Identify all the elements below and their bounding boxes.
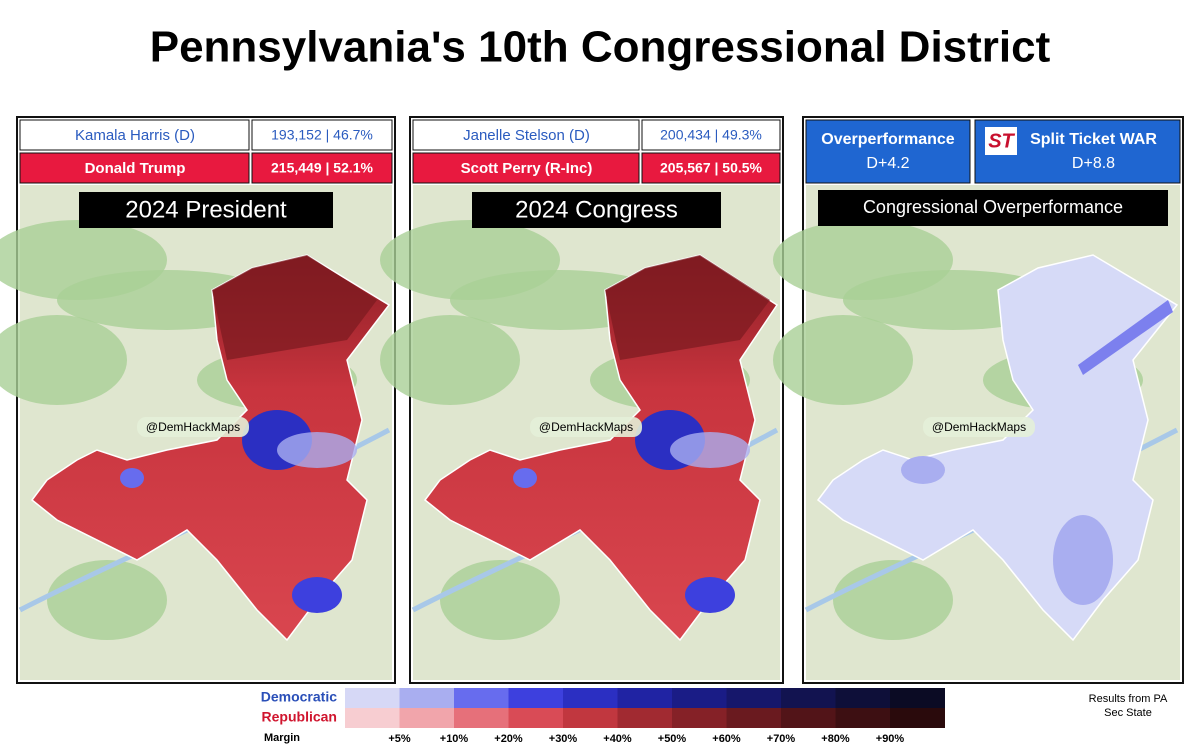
candidate-name: Janelle Stelson (D)	[463, 127, 590, 144]
candidate-name: Donald Trump	[85, 160, 186, 177]
map-label: 2024 President	[125, 196, 287, 223]
legend-tick: +80%	[821, 733, 850, 745]
district-area	[513, 468, 537, 488]
legend-swatch	[672, 688, 727, 708]
legend-swatch	[781, 688, 836, 708]
district-area	[292, 577, 342, 613]
district-area	[685, 577, 735, 613]
terrain	[47, 560, 167, 640]
source-note: Sec State	[1104, 707, 1152, 719]
district-area	[1078, 300, 1173, 375]
result-cell	[251, 152, 393, 184]
district-area	[605, 255, 770, 360]
district-area	[277, 432, 357, 468]
legend-tick: +5%	[388, 733, 411, 745]
legend-swatch	[835, 688, 891, 708]
legend-tick: +10%	[440, 733, 469, 745]
legend-swatch	[563, 688, 618, 708]
legend-tick: +70%	[767, 733, 796, 745]
title: Pennsylvania's 10th Congressional Distri…	[150, 23, 1051, 72]
watermark-bg	[137, 417, 249, 437]
district	[30, 254, 391, 642]
legend-swatch	[508, 708, 564, 728]
legend-row-label: Republican	[262, 709, 337, 725]
district	[423, 254, 779, 642]
candidate-cell	[19, 152, 250, 184]
legend-swatch	[399, 688, 455, 708]
result-cell	[251, 119, 393, 151]
result-cell	[641, 152, 781, 184]
legend-tick: +40%	[603, 733, 632, 745]
terrain	[0, 315, 127, 405]
legend-swatch	[563, 708, 618, 728]
legend-swatch	[454, 688, 509, 708]
legend-swatch	[345, 688, 400, 708]
candidate-cell	[19, 119, 250, 151]
legend-swatch	[345, 708, 400, 728]
candidate-name: Kamala Harris (D)	[75, 127, 195, 144]
legend-swatch	[617, 708, 673, 728]
summary-label: Split Ticket WAR	[1030, 131, 1157, 148]
legend-tick: +90%	[876, 733, 905, 745]
legend-tick: +30%	[549, 733, 578, 745]
legend-tick: +20%	[494, 733, 523, 745]
terrain	[833, 560, 953, 640]
legend-swatch	[672, 708, 727, 728]
terrain	[773, 315, 913, 405]
watermark: @DemHackMaps	[146, 420, 240, 434]
candidate-result: 193,152 | 46.7%	[271, 127, 373, 143]
legend-swatch	[726, 688, 782, 708]
summary-value: D+4.2	[866, 155, 909, 172]
legend-tick: +50%	[658, 733, 687, 745]
summary-value: D+8.8	[1072, 155, 1115, 172]
legend-axis-label: Margin	[264, 732, 300, 744]
terrain	[440, 560, 560, 640]
map-label: 2024 Congress	[515, 196, 678, 223]
candidate-name: Scott Perry (R-Inc)	[461, 160, 593, 177]
candidate-cell	[412, 119, 640, 151]
legend-swatch	[835, 708, 891, 728]
candidate-result: 215,449 | 52.1%	[271, 160, 374, 176]
district-area	[120, 468, 144, 488]
watermark-bg	[530, 417, 642, 437]
legend-swatch	[399, 708, 455, 728]
legend-swatch	[781, 708, 836, 728]
watermark: @DemHackMaps	[932, 420, 1026, 434]
watermark-bg	[923, 417, 1035, 437]
legend-swatch	[890, 688, 945, 708]
map-label-bg	[79, 192, 333, 228]
map-label-bg	[818, 190, 1168, 226]
summary-cell	[805, 119, 971, 184]
watermark: @DemHackMaps	[539, 420, 633, 434]
district-area	[212, 255, 377, 360]
source-note: Results from PA	[1089, 693, 1168, 705]
district-area	[901, 456, 945, 484]
candidate-result: 200,434 | 49.3%	[660, 127, 762, 143]
district-area	[670, 432, 750, 468]
map-label-bg	[472, 192, 721, 228]
legend-tick: +60%	[712, 733, 741, 745]
terrain	[380, 315, 520, 405]
legend-swatch	[726, 708, 782, 728]
legend-swatch	[617, 688, 673, 708]
result-cell	[641, 119, 781, 151]
district-area	[1053, 515, 1113, 605]
candidate-result: 205,567 | 50.5%	[660, 160, 763, 176]
map-label: Congressional Overperformance	[863, 197, 1123, 217]
logo-bg	[985, 127, 1017, 155]
summary-label: Overperformance	[821, 131, 954, 148]
legend-swatch	[890, 708, 945, 728]
candidate-cell	[412, 152, 640, 184]
logo: ST	[988, 130, 1015, 152]
legend-swatch	[454, 708, 509, 728]
legend-row-label: Democratic	[261, 689, 337, 705]
legend-swatch	[508, 688, 564, 708]
